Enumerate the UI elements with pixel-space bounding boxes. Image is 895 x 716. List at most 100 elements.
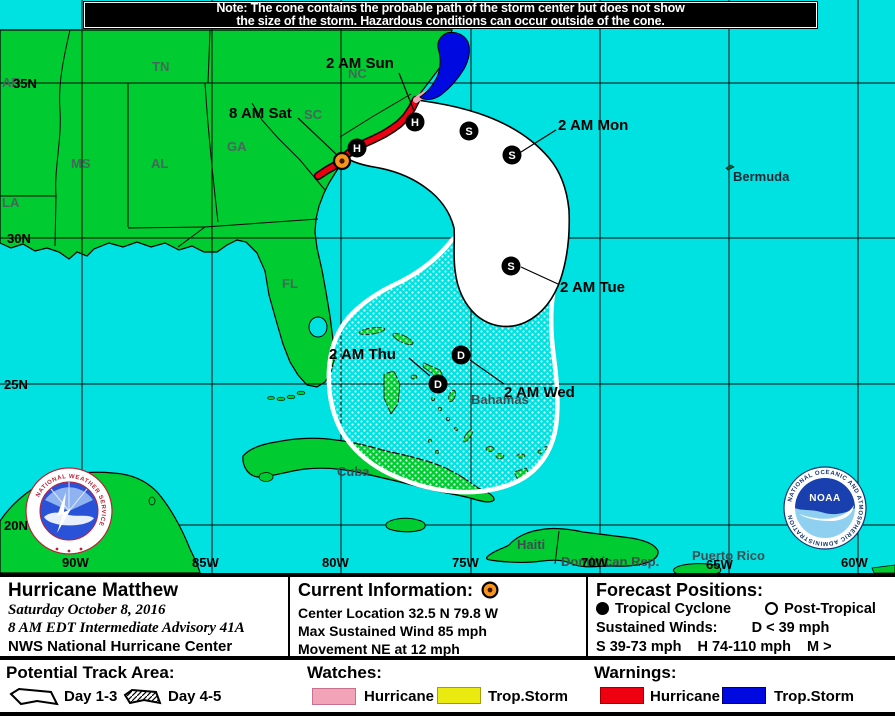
warnings-header: Warnings: (594, 663, 677, 682)
label-ar: AR (2, 75, 21, 90)
tropical-cyclone-label: Tropical Cyclone (615, 601, 732, 617)
state-borders (0, 29, 412, 248)
lon-65w: 65W (706, 557, 733, 572)
note-line-2: the size of the storm. Hazardous conditi… (236, 14, 665, 28)
time-sat: 8 AM Sat (229, 105, 292, 122)
tropical-cyclone-icon (596, 602, 609, 615)
lon-60w: 60W (841, 555, 868, 570)
hurricane-warning-label: Hurricane (650, 688, 721, 705)
lat-30n: 30N (7, 231, 31, 246)
corner-island (871, 564, 895, 573)
nws-logo: NATIONAL WEATHER SERVICE (25, 467, 113, 555)
forecast-map: NATIONAL WEATHER SERVICE NATIONAL OCEANI… (0, 0, 895, 573)
label-al: AL (151, 156, 168, 171)
noaa-logo: NATIONAL OCEANIC AND ATMOSPHERIC ADMINIS… (783, 466, 867, 550)
marker-d2: D (434, 379, 442, 391)
hurricane-watch-label: Hurricane (364, 688, 435, 705)
label-sc: SC (304, 107, 323, 122)
time-mon: 2 AM Mon (558, 117, 628, 134)
puerto-rico-island (672, 563, 722, 573)
current-storm-icon (481, 581, 499, 604)
label-ms: MS (71, 156, 91, 171)
storm-advisory: 8 AM EDT Intermediate Advisory 41A (8, 620, 245, 636)
marker-d1: D (457, 350, 465, 362)
label-ga: GA (227, 139, 247, 154)
label-tn: TN (152, 59, 169, 74)
current-position-marker (332, 151, 352, 171)
storm-agency: NWS National Hurricane Center (8, 638, 233, 655)
day13-label: Day 1-3 (64, 688, 118, 705)
potential-track-header: Potential Track Area: (6, 663, 175, 682)
hispaniola-island (486, 527, 659, 568)
marker-s2: S (508, 150, 515, 162)
day45-hatched-icon (122, 686, 164, 713)
forecast-markers: H H S S S D D (347, 112, 522, 394)
tropstorm-warning-area (419, 31, 470, 100)
forecast-positions: Forecast Positions: Tropical Cyclone Pos… (588, 577, 895, 656)
lat-35n: 35N (13, 76, 37, 91)
current-information: Current Information: Center Location 32.… (290, 577, 588, 656)
lat-25n: 25N (4, 377, 28, 392)
hurricane-watch-swatch (312, 688, 356, 705)
tropstorm-warning-label: Trop.Storm (774, 688, 855, 705)
time-wed: 2 AM Wed (504, 384, 575, 401)
lon-70w: 70W (581, 555, 608, 570)
lake-okeechobee (308, 316, 328, 338)
noaa-logo-text: NOAA (809, 493, 840, 504)
label-cuba: Cuba (337, 464, 370, 479)
forecast-positions-header: Forecast Positions: (596, 580, 764, 600)
label-nc: NC (348, 66, 367, 81)
marker-s3: S (507, 261, 514, 273)
tropstorm-watch-swatch (437, 687, 481, 704)
note-line-1: Note: The cone contains the probable pat… (216, 1, 685, 15)
wind-range-s: S 39-73 mph (596, 639, 682, 655)
post-tropical-icon (765, 602, 779, 615)
label-bahamas: Bahamas (471, 392, 529, 407)
label-haiti: Haiti (517, 537, 545, 552)
watches-header: Watches: (307, 663, 382, 682)
hurricane-warning-swatch (600, 687, 644, 704)
note-banner: Note: The cone contains the probable pat… (83, 1, 818, 29)
lon-85w: 85W (192, 555, 219, 570)
current-info-header: Current Information: (298, 580, 473, 600)
marker-h1: H (353, 143, 361, 155)
lat-20n: 20N (4, 518, 28, 533)
isla-juventud (258, 472, 274, 482)
marker-h2: H (411, 117, 419, 129)
florida-keys (267, 390, 306, 402)
label-dominican: Dominican Rep. (561, 554, 659, 569)
post-tropical-label: Post-Tropical (784, 601, 876, 617)
center-location: Center Location 32.5 N 79.8 W (298, 605, 498, 621)
time-thu: 2 AM Thu (329, 346, 396, 363)
label-pointers (297, 72, 559, 385)
time-sun: 2 AM Sun (326, 55, 394, 72)
haiti-dr-border (554, 530, 560, 565)
lon-90w: 90W (62, 555, 89, 570)
label-bermuda: Bermuda (733, 169, 790, 184)
lon-80w: 80W (322, 555, 349, 570)
jamaica-island (385, 517, 426, 533)
label-puerto-rico: Puerto Rico (692, 548, 765, 563)
lon-75w: 75W (452, 555, 479, 570)
movement: Movement NE at 12 mph (298, 641, 460, 656)
sustained-winds-label: Sustained Winds: (596, 620, 718, 636)
storm-title: Hurricane Matthew (8, 580, 178, 601)
info-panel: Hurricane Matthew Saturday October 8, 20… (0, 573, 895, 716)
cozumel-island (148, 496, 156, 506)
label-fl: FL (282, 276, 298, 291)
wind-range-h: H 74-110 mph (697, 639, 791, 655)
label-la: LA (2, 195, 20, 210)
time-tue: 2 AM Tue (560, 279, 625, 296)
day13-cone-icon (8, 686, 60, 713)
max-sustained-wind: Max Sustained Wind 85 mph (298, 623, 487, 639)
info-row: Hurricane Matthew Saturday October 8, 20… (0, 577, 895, 660)
marker-s1: S (465, 126, 472, 138)
wind-range-d: D < 39 mph (751, 620, 830, 636)
legend-row: Potential Track Area: Day 1-3 Day 4-5 Wa… (0, 660, 895, 712)
tropstorm-warning-swatch (722, 687, 766, 704)
tropstorm-watch-label: Trop.Storm (488, 688, 569, 705)
bermuda-island (725, 164, 735, 171)
day45-label: Day 4-5 (168, 688, 222, 705)
